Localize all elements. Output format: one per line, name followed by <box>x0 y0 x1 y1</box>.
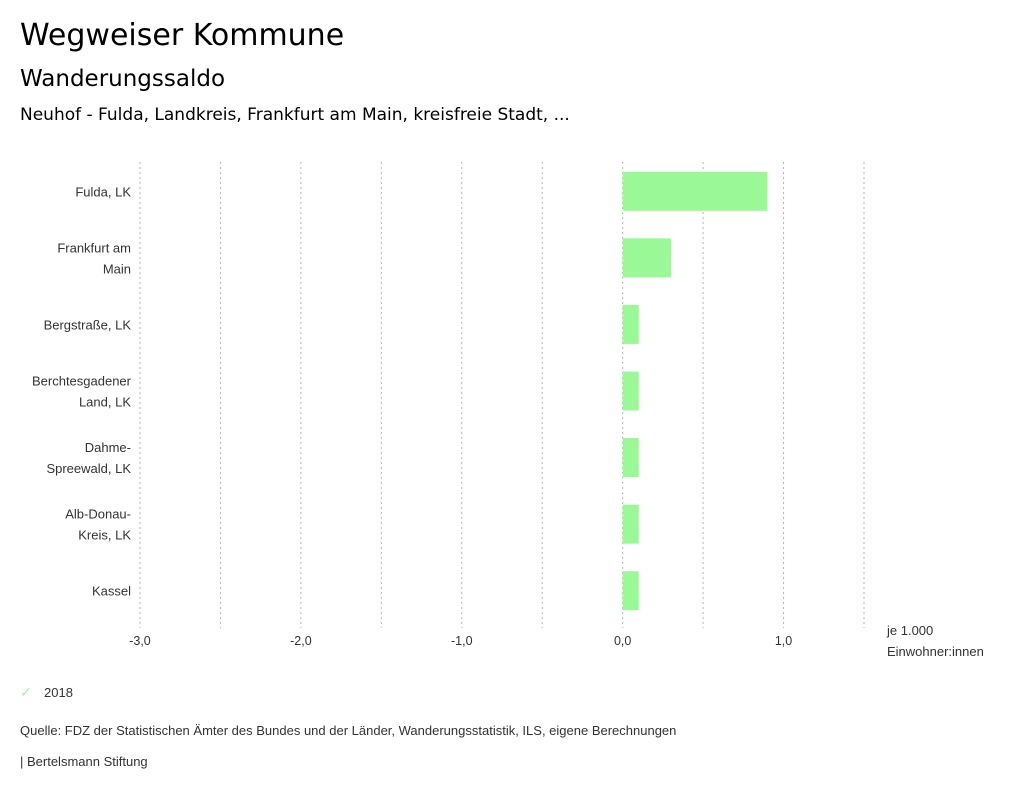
bars <box>622 171 768 611</box>
category-label-line: Dahme- <box>85 440 131 455</box>
category-label: Alb-Donau- Kreis, LK <box>65 507 131 543</box>
credit-note: | Bertelsmann Stiftung <box>20 754 148 769</box>
category-label-line: Bergstraße, LK <box>44 317 132 332</box>
category-label-line: Frankfurt am <box>57 240 131 255</box>
category-label: Fulda, LK <box>75 184 131 199</box>
legend-label-2018: 2018 <box>44 685 73 700</box>
category-label-line: Alb-Donau- <box>65 507 131 522</box>
category-label-line: Berchtesgadener <box>32 374 132 389</box>
source-note: Quelle: FDZ der Statistischen Ämter des … <box>20 723 677 738</box>
category-label: Kassel <box>92 584 131 599</box>
legend[interactable]: ✓ 2018 <box>20 684 73 701</box>
category-label: Frankfurt am Main <box>57 240 131 276</box>
category-label: Bergstraße, LK <box>44 317 132 332</box>
x-tick-label: 0,0 <box>614 634 631 648</box>
gridlines <box>139 162 865 628</box>
category-label-line: Kassel <box>92 584 131 599</box>
category-labels: Fulda, LK Frankfurt am Main Bergstraße, LK B… <box>32 184 132 598</box>
x-tick-label: -3,0 <box>129 634 151 648</box>
category-label-line: Spreewald, LK <box>46 461 131 476</box>
chart-subtitle: Wanderungssaldo <box>20 66 226 92</box>
x-tick-label: -1,0 <box>451 634 473 648</box>
category-label: Dahme- Spreewald, LK <box>46 440 131 476</box>
category-label-line: Fulda, LK <box>75 184 131 199</box>
bar[interactable] <box>622 304 639 344</box>
x-axis-unit-label: je 1.000 Einwohner:innen <box>886 623 984 659</box>
x-tick-labels: -3,0 -2,0 -1,0 0,0 1,0 <box>129 634 792 648</box>
x-tick-label: 1,0 <box>775 634 792 648</box>
bar[interactable] <box>622 438 639 478</box>
category-label-line: Main <box>103 261 131 276</box>
x-axis-unit-line: je 1.000 <box>886 623 933 638</box>
bar[interactable] <box>622 238 671 278</box>
category-label-line: Kreis, LK <box>78 528 131 543</box>
check-icon: ✓ <box>20 684 32 700</box>
category-label-line: Land, LK <box>79 395 131 410</box>
region-selection: Neuhof - Fulda, Landkreis, Frankfurt am … <box>20 105 570 125</box>
bar[interactable] <box>622 171 768 211</box>
bar[interactable] <box>622 504 639 544</box>
x-tick-label: -2,0 <box>290 634 312 648</box>
bar[interactable] <box>622 571 639 611</box>
bar[interactable] <box>622 371 639 411</box>
page-title: Wegweiser Kommune <box>20 18 345 53</box>
x-axis-unit-line: Einwohner:innen <box>887 644 984 659</box>
category-label: Berchtesgadener Land, LK <box>32 374 132 410</box>
bar-chart: Fulda, LK Frankfurt am Main Bergstraße, LK B… <box>32 162 984 659</box>
